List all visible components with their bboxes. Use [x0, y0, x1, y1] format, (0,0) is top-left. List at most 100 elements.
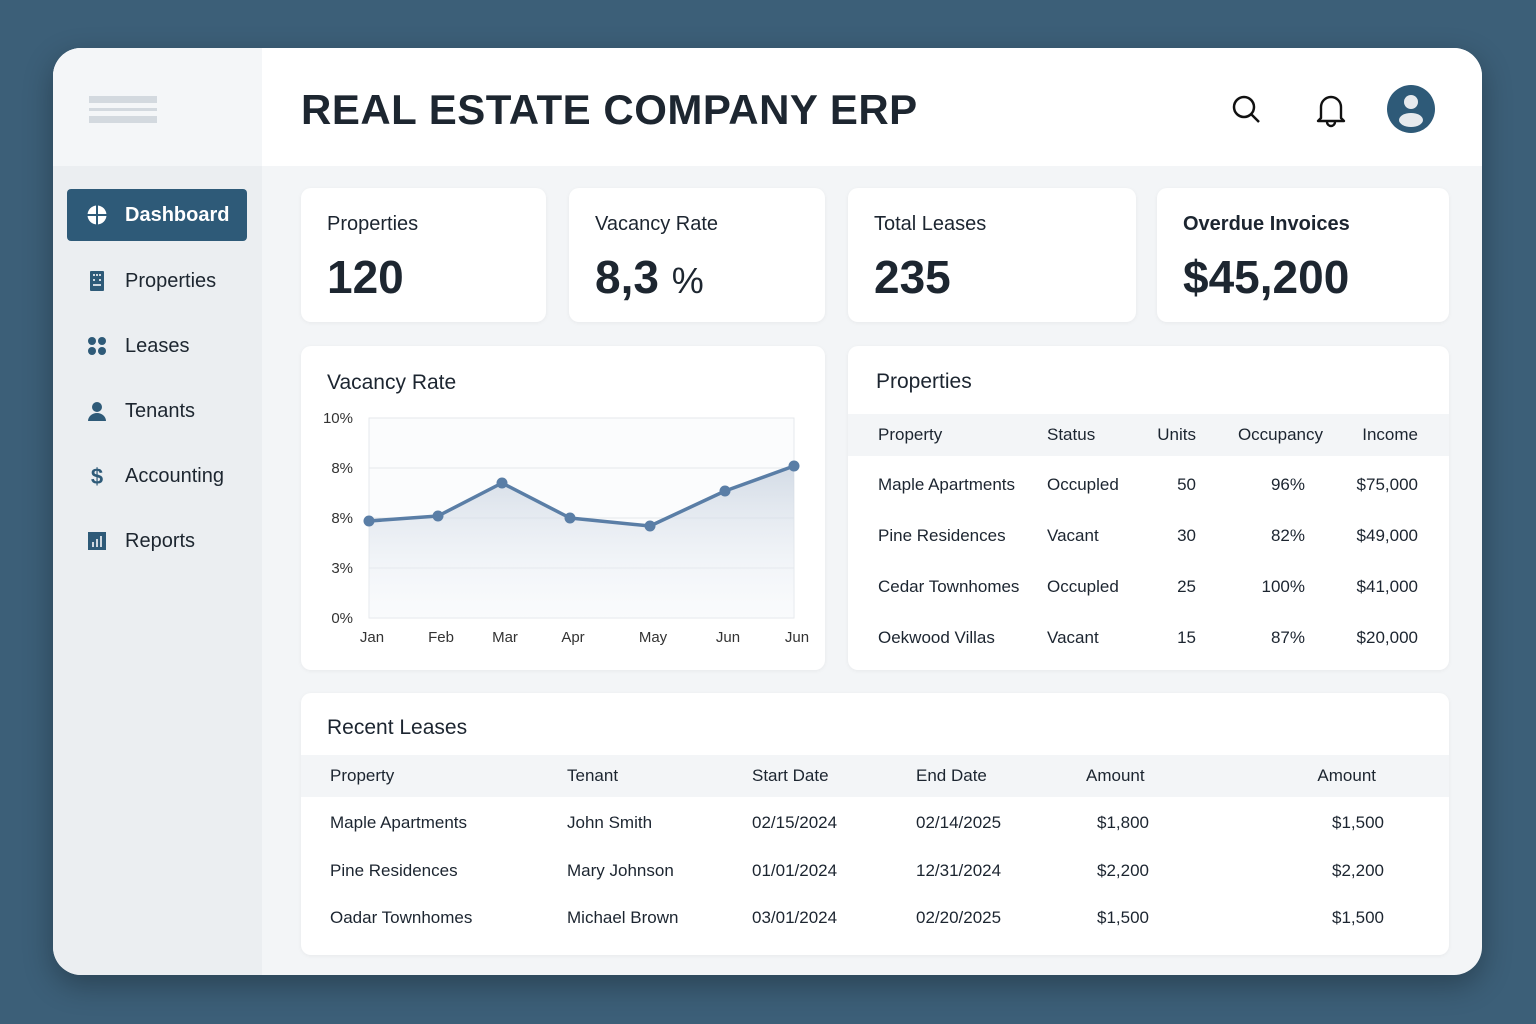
sidebar-item-reports[interactable]: Reports: [67, 515, 247, 567]
sidebar-item-tenants[interactable]: Tenants: [67, 385, 247, 437]
table-cell: $49,000: [1356, 526, 1418, 545]
leases-title: Recent Leases: [327, 716, 468, 739]
x-tick-label: Mar: [492, 629, 518, 646]
stat-unit: %: [671, 260, 704, 301]
stat-card-vacancy-rate[interactable]: Vacancy Rate 8,3 %: [569, 188, 825, 322]
data-point: [496, 477, 508, 489]
menu-icon-bar[interactable]: [89, 116, 157, 123]
dollar-icon: $: [91, 466, 103, 486]
table-row[interactable]: Oekwood Villas Vacant 15 87% $20,000: [848, 621, 1449, 655]
menu-icon-bar[interactable]: [89, 108, 157, 111]
table-cell: Oadar Townhomes: [330, 908, 473, 927]
table-cell: 02/14/2025: [916, 813, 1002, 832]
user-icon: [88, 402, 106, 421]
table-cell: $1,500: [1097, 908, 1149, 927]
data-point: [564, 512, 576, 524]
dashboard-icon: [87, 205, 107, 225]
bar-chart-icon: [88, 532, 106, 550]
table-cell: $2,200: [1097, 860, 1149, 880]
table-cell: $1,500: [1332, 813, 1384, 832]
properties-table-card: Properties Property Status Units Occupan…: [848, 346, 1449, 670]
x-tick-label: Apr: [561, 629, 584, 646]
sidebar-item-dashboard[interactable]: Dashboard: [67, 189, 247, 241]
stat-label: Properties: [327, 213, 419, 235]
x-tick-label: Jun: [785, 629, 809, 646]
col-property[interactable]: Property: [878, 425, 943, 444]
sidebar-item-properties[interactable]: Properties: [67, 255, 247, 307]
table-cell: 12/31/2024: [916, 860, 1002, 880]
y-tick-label: 10%: [323, 410, 353, 427]
vacancy-rate-chart: 0% 3% 8% 8% 10% Jan Feb Mar Apr May Jun Jun: [323, 410, 809, 646]
table-cell: $20,000: [1356, 628, 1418, 647]
bell-icon[interactable]: [1313, 90, 1349, 128]
x-tick-label: May: [639, 629, 668, 646]
search-icon[interactable]: [1229, 92, 1263, 126]
col-end-date[interactable]: End Date: [916, 766, 987, 785]
table-cell: 02/20/2025: [916, 908, 1002, 927]
table-cell: $1,500: [1332, 908, 1384, 927]
table-cell: Occupled: [1047, 475, 1119, 494]
stat-card-properties[interactable]: Properties 120: [301, 188, 546, 322]
table-cell: Pine Residences: [330, 860, 458, 880]
app-window: REAL ESTATE COMPANY ERP Dashboard Proper…: [53, 48, 1482, 975]
user-avatar[interactable]: [1386, 84, 1436, 134]
table-cell: 82%: [1270, 526, 1305, 545]
stat-value: 235: [874, 251, 951, 303]
stat-label: Overdue Invoices: [1183, 213, 1350, 235]
stat-label: Total Leases: [874, 213, 987, 235]
col-units[interactable]: Units: [1157, 425, 1196, 444]
col-income[interactable]: Income: [1362, 425, 1418, 444]
col-status[interactable]: Status: [1047, 425, 1096, 444]
col-occupancy[interactable]: Occupancy: [1237, 425, 1323, 444]
stat-card-total-leases[interactable]: Total Leases 235: [848, 188, 1136, 322]
data-point: [644, 520, 656, 532]
stat-value: $45,200: [1183, 251, 1350, 303]
y-tick-label: 3%: [331, 560, 353, 577]
properties-title: Properties: [876, 370, 972, 393]
y-tick-label: 8%: [331, 510, 353, 527]
col-start-date[interactable]: Start Date: [752, 766, 829, 785]
table-cell: $1,800: [1097, 813, 1149, 832]
col-amount[interactable]: Amount: [1086, 766, 1145, 785]
table-cell: $2,200: [1332, 860, 1384, 880]
table-row[interactable]: Pine Residences Vacant 30 82% $49,000: [848, 519, 1449, 553]
vacancy-rate-chart-card: Vacancy Rate 0% 3% 8% 8% 10% Jan Feb Mar Apr May J…: [301, 346, 825, 670]
table-row[interactable]: Cedar Townhomes Occupled 25 100% $41,000: [848, 570, 1449, 604]
table-row[interactable]: Pine Residences Mary Johnson 01/01/2024 12/…: [301, 854, 1449, 888]
table-cell: Oekwood Villas: [878, 628, 995, 647]
table-cell: 25: [1177, 577, 1196, 596]
x-tick-label: Feb: [428, 629, 454, 646]
table-cell: 03/01/2024: [752, 908, 838, 927]
building-icon: [90, 271, 104, 291]
app-title: REAL ESTATE COMPANY ERP: [301, 86, 918, 133]
table-row[interactable]: Oadar Townhomes Michael Brown 03/01/2024 02…: [301, 901, 1449, 935]
table-cell: 02/15/2024: [752, 813, 838, 832]
data-point: [719, 485, 731, 497]
data-point: [363, 515, 375, 527]
sidebar-item-accounting[interactable]: $ Accounting: [67, 450, 247, 502]
sidebar-item-label: Tenants: [125, 399, 196, 422]
col-amount-2[interactable]: Amount: [1317, 766, 1376, 785]
table-cell: 15: [1177, 628, 1196, 647]
stat-card-overdue-invoices[interactable]: Overdue Invoices $45,200: [1157, 188, 1449, 322]
data-point: [788, 460, 800, 472]
table-cell: Maple Apartments: [330, 813, 468, 832]
table-cell: John Smith: [567, 813, 653, 832]
grid-dots-icon: [88, 337, 106, 355]
sidebar-item-label: Dashboard: [125, 203, 230, 226]
table-cell: 30: [1177, 526, 1196, 545]
stat-label: Vacancy Rate: [595, 213, 719, 235]
col-tenant[interactable]: Tenant: [567, 766, 619, 785]
table-row[interactable]: Maple Apartments John Smith 02/15/2024 02/1…: [301, 806, 1449, 840]
col-property[interactable]: Property: [330, 766, 395, 785]
y-tick-label: 8%: [331, 460, 353, 477]
table-cell: 96%: [1270, 475, 1305, 494]
area-fill: [369, 466, 794, 618]
table-cell: 50: [1177, 475, 1196, 494]
sidebar-item-label: Accounting: [125, 464, 224, 487]
table-row[interactable]: Maple Apartments Occupled 50 96% $75,000: [848, 468, 1449, 502]
menu-icon-bar[interactable]: [89, 96, 157, 103]
table-cell: $41,000: [1356, 577, 1418, 596]
chart-title: Vacancy Rate: [327, 371, 457, 394]
sidebar-item-leases[interactable]: Leases: [67, 320, 247, 372]
